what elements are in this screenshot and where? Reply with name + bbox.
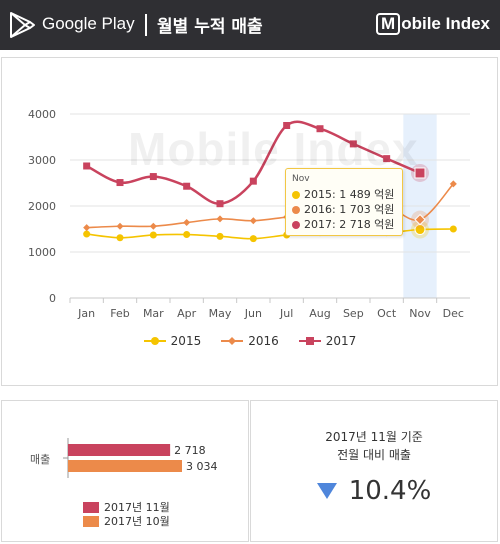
point-2016 (183, 219, 191, 227)
bar-category-label: 매출 (30, 453, 51, 466)
point-2017 (414, 167, 426, 179)
tooltip-row-2016: 2016: 1 703 억원 (292, 202, 396, 217)
point-2017 (216, 200, 224, 208)
tooltip-row-2015: 2015: 1 489 억원 (292, 187, 396, 202)
stat-caption: 전월 대비 매출 (337, 448, 411, 462)
bar-legend-swatch-oct (83, 515, 99, 527)
stat-panel (250, 400, 498, 542)
stat-period: 2017년 11월 기준 (325, 430, 423, 444)
tooltip-label-2016: 2016: 1 703 억원 (304, 203, 395, 216)
point-2015 (249, 235, 257, 243)
x-tick-label: Nov (409, 307, 431, 320)
tooltip-dot-2015 (292, 190, 300, 199)
point-2017 (83, 162, 91, 170)
tooltip-dot-2016 (292, 205, 300, 214)
x-tick-label: Jun (244, 307, 262, 320)
y-tick-label: 2000 (28, 200, 56, 213)
point-2015 (183, 231, 191, 239)
page-title: 월별 누적 매출 (157, 17, 263, 37)
point-2016 (414, 213, 426, 226)
x-tick-label: Aug (309, 307, 330, 320)
legend-circle-icon (143, 337, 166, 345)
stat-change: 10.4% (250, 476, 498, 506)
month-comparison-bar-chart: 2 718 3 034 (63, 438, 218, 478)
point-2017 (383, 155, 391, 163)
point-2015 (216, 232, 224, 240)
y-tick-label: 3000 (28, 154, 56, 167)
legend-item-2017[interactable]: 2017 (298, 334, 357, 348)
bar-value-label: 3 034 (186, 460, 218, 473)
store-name: Google Play (42, 14, 135, 33)
point-2016 (83, 224, 91, 232)
x-tick-label: Apr (177, 307, 197, 320)
x-tick-label: Mar (143, 307, 164, 320)
point-2017 (116, 179, 124, 187)
chart-watermark: Mobile Index (128, 123, 419, 175)
point-2015 (116, 234, 124, 242)
x-tick-label: Jul (279, 307, 293, 320)
point-2015 (83, 230, 91, 238)
legend-item-2015[interactable]: 2015 (143, 334, 202, 348)
legend-item-2016[interactable]: 2016 (221, 334, 279, 348)
header-divider (145, 14, 147, 36)
point-2017 (149, 173, 157, 181)
point-2016 (249, 217, 257, 225)
bar-value-label: 2 718 (174, 444, 206, 457)
point-2017 (249, 177, 257, 185)
chart-legend: 2015 2016 2017 (0, 334, 500, 348)
legend-label-2016: 2016 (248, 334, 279, 348)
x-tick-label: Sep (343, 307, 364, 320)
chart-tooltip: Nov 2015: 1 489 억원 2016: 1 703 억원 2017: … (285, 168, 403, 236)
x-tick-label: Jan (77, 307, 95, 320)
tooltip-row-2017: 2017: 2 718 억원 (292, 217, 396, 232)
point-2016 (116, 222, 124, 230)
stat-change-value: 10.4% (348, 476, 432, 506)
x-tick-label: Dec (443, 307, 464, 320)
legend-label-2017: 2017 (325, 334, 357, 348)
point-2016 (149, 222, 157, 230)
bar-legend-label-nov: 2017년 11월 (104, 501, 170, 514)
bar-2017년 10월 (68, 460, 182, 472)
point-2017 (349, 140, 357, 148)
y-tick-label: 1000 (28, 246, 56, 259)
tooltip-label-2017: 2017: 2 718 억원 (304, 218, 395, 231)
point-2015 (449, 225, 457, 233)
x-tick-label: May (209, 307, 232, 320)
y-tick-label: 0 (49, 292, 56, 305)
point-2016 (449, 180, 457, 188)
logo-text: obile Index (401, 14, 490, 33)
tooltip-label-2015: 2015: 1 489 억원 (304, 188, 395, 201)
legend-label-2015: 2015 (170, 334, 202, 348)
logo-boxed-letter: M (376, 13, 401, 35)
down-arrow-icon (316, 483, 337, 499)
legend-diamond-icon (221, 337, 244, 345)
google-play-icon (10, 12, 35, 38)
monthly-revenue-line-chart: 0 1000 2000 3000 4000 Jan Feb Mar Apr May Jun Jul Au… (28, 108, 470, 320)
point-2017 (183, 182, 191, 190)
tooltip-title: Nov (292, 174, 310, 184)
bar-legend-swatch-nov (83, 501, 99, 513)
point-2015 (149, 231, 157, 239)
tooltip-dot-2017 (292, 220, 300, 229)
x-tick-label: Feb (110, 307, 129, 320)
bar-2017년 11월 (68, 444, 171, 456)
legend-square-icon (298, 337, 321, 345)
bar-legend-item-oct: 2017년 10월 (83, 513, 170, 529)
x-tick-label: Oct (377, 307, 397, 320)
point-2017 (283, 122, 291, 129)
bar-legend-label-oct: 2017년 10월 (104, 515, 170, 528)
point-2016 (216, 215, 224, 223)
bar-legend-item-nov: 2017년 11월 (83, 499, 170, 515)
y-tick-label: 4000 (28, 108, 56, 121)
point-2017 (316, 125, 324, 133)
